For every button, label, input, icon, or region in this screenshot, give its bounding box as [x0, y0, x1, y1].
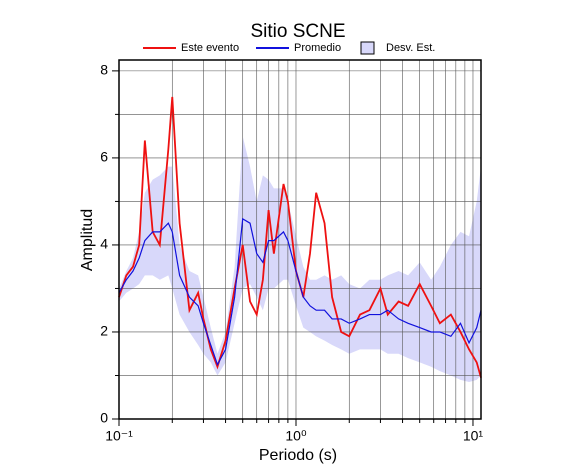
x-axis-label: Periodo (s): [259, 447, 337, 464]
legend-label: Promedio: [294, 42, 341, 54]
plot-frame: [118, 59, 482, 420]
chart-title: Sitio SCNE: [250, 21, 345, 42]
y-tick-label: 0: [100, 410, 108, 426]
series-line: [118, 96, 482, 378]
legend-label: Este evento: [181, 42, 239, 54]
y-tick-label: 8: [100, 62, 108, 78]
series-line: [118, 217, 482, 367]
y-axis-label: Amplitud: [79, 209, 96, 271]
x-tick-label: 10¹: [463, 428, 484, 444]
y-tick-label: 6: [100, 149, 108, 165]
y-tick-label: 4: [100, 236, 108, 252]
y-tick-label: 2: [100, 323, 108, 339]
legend-label: Desv. Est.: [386, 42, 435, 54]
x-tick-label: 10⁻¹: [105, 428, 133, 444]
legend-swatch: [360, 41, 375, 55]
x-tick-label: 10⁰: [285, 428, 307, 444]
std-band: [119, 136, 481, 383]
